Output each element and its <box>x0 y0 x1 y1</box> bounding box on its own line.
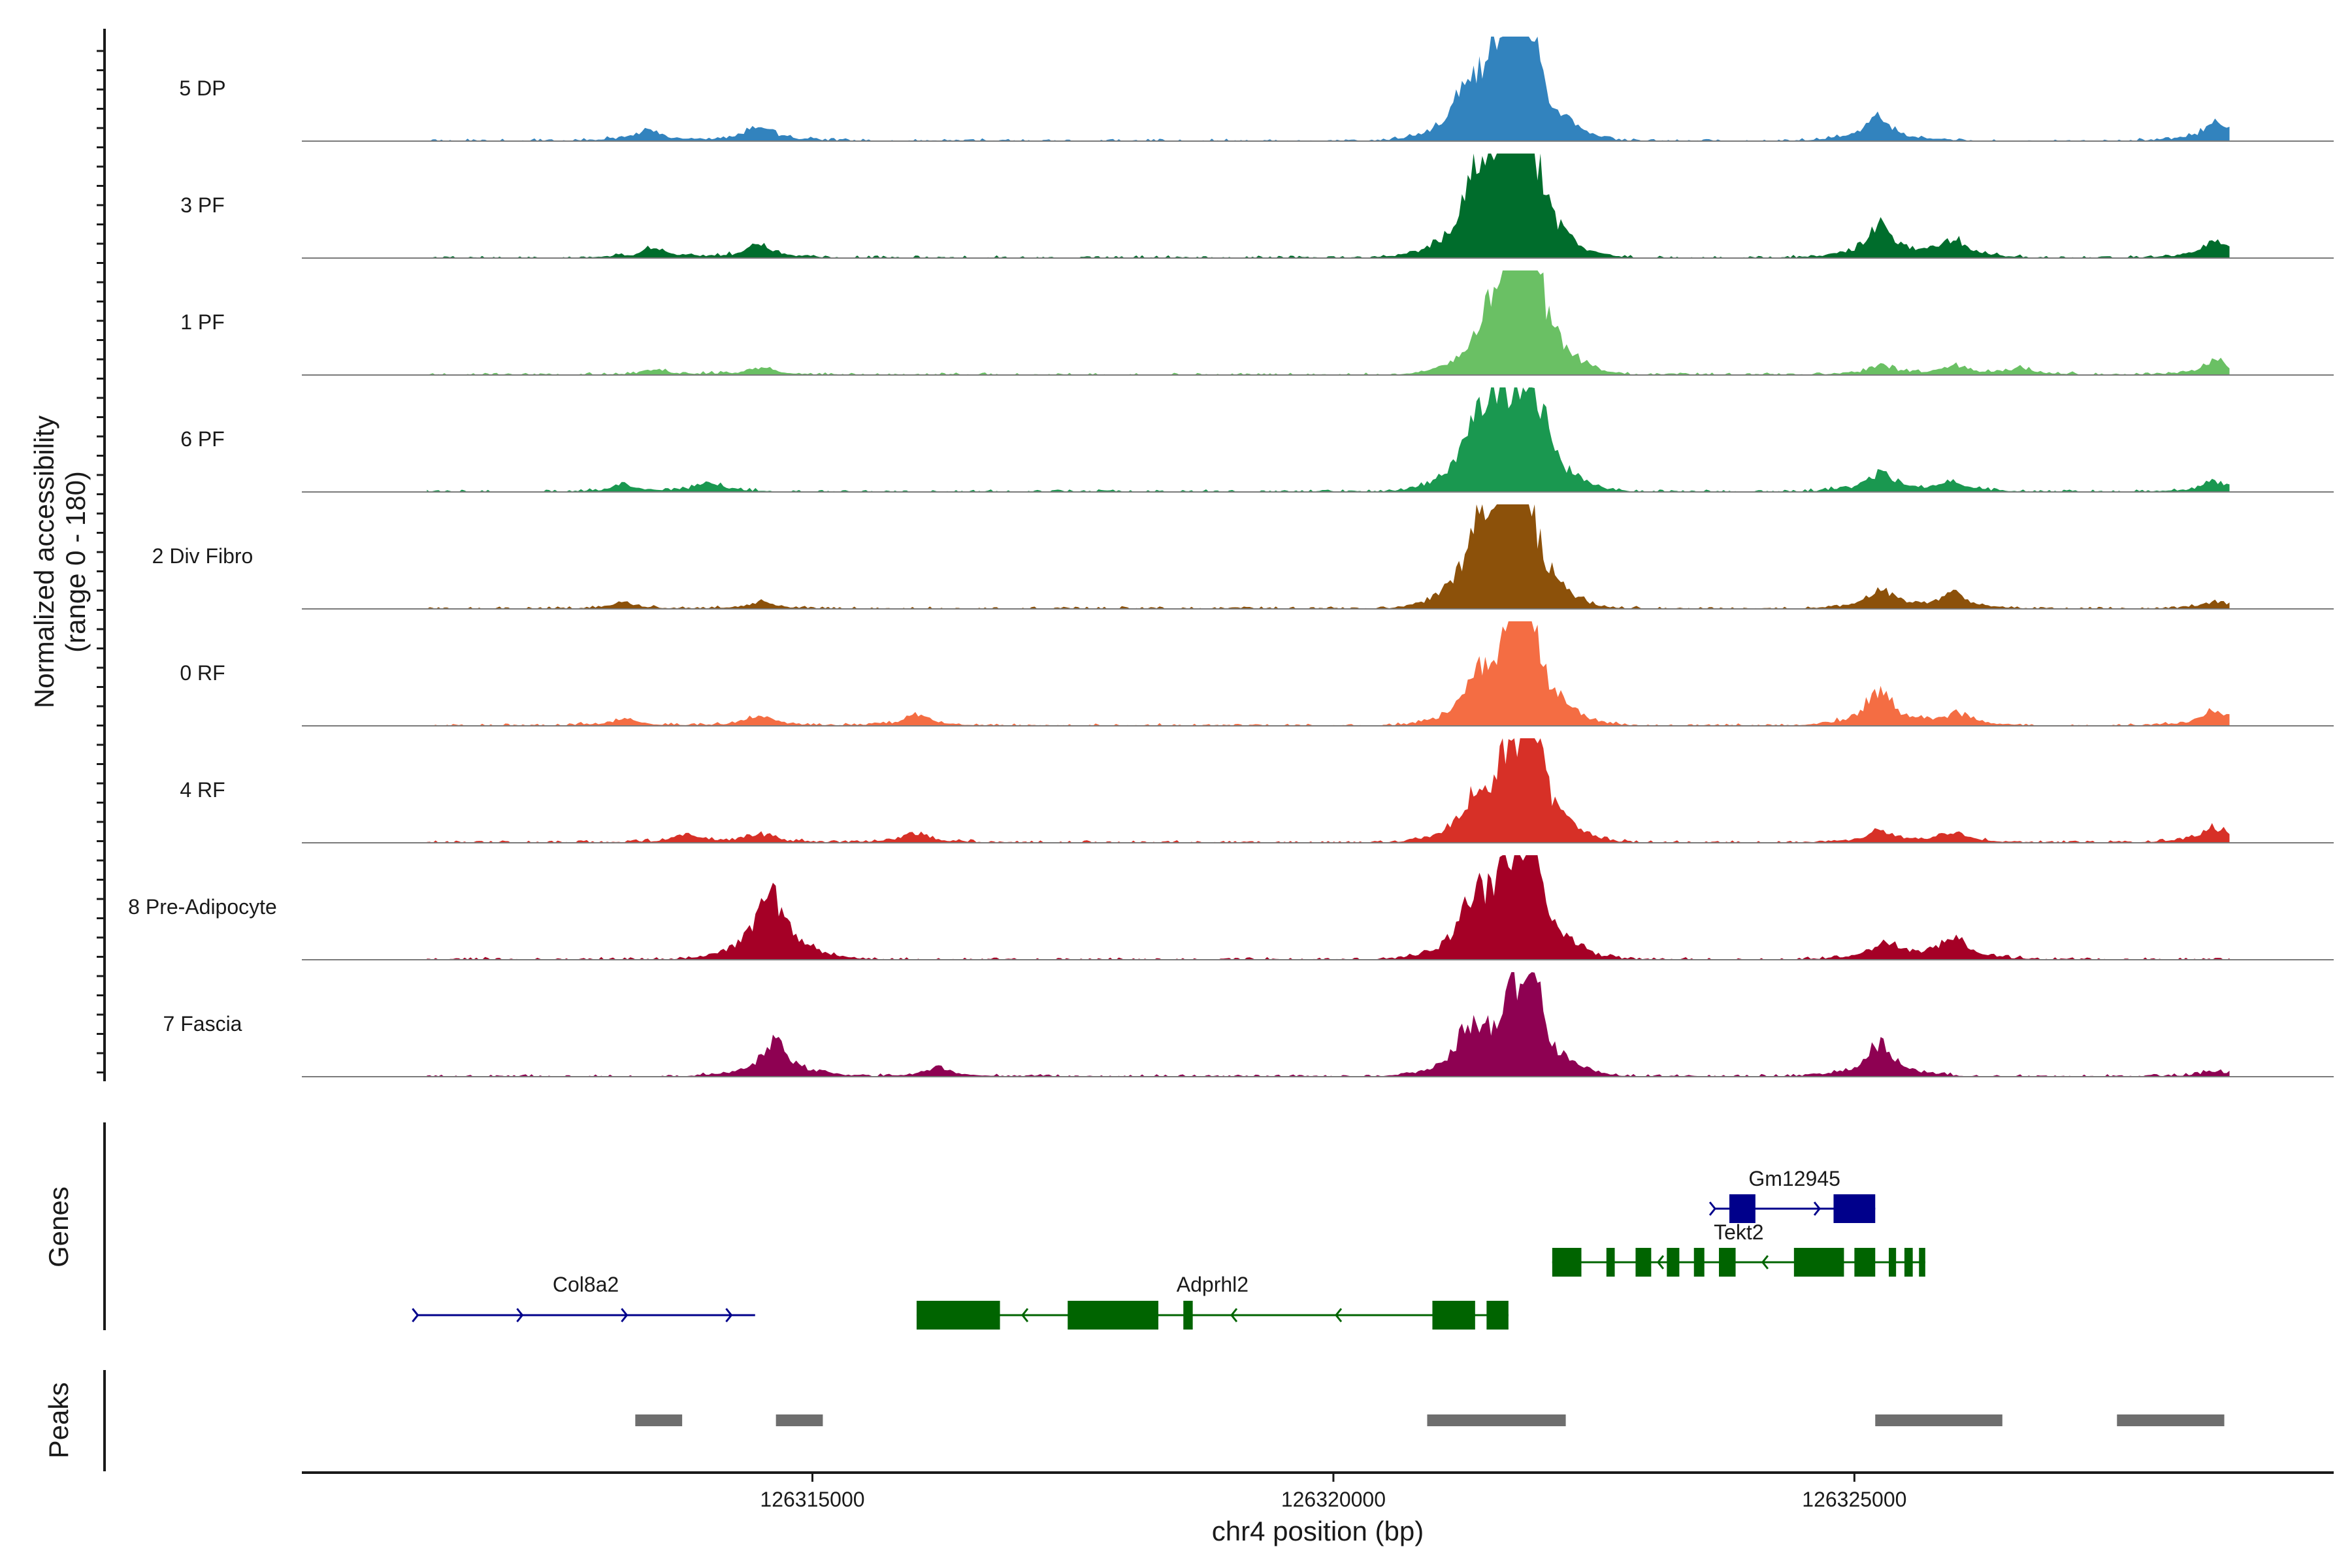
gene-exon <box>1854 1248 1876 1277</box>
track-5-dp: 5 DP <box>179 37 2334 142</box>
coverage-area-3-pf <box>427 154 2230 258</box>
strand-arrow <box>725 1308 733 1322</box>
genes-panel-label: Genes <box>43 1186 74 1267</box>
coverage-tracks: 5 DP 3 PF 1 PF 6 PF 2 Div Fibro 0 RF 4 RF 8 Pre… <box>128 37 2334 1077</box>
peak-regions <box>635 1414 2225 1426</box>
gene-exon <box>1606 1248 1615 1277</box>
strand-arrow <box>1230 1308 1238 1322</box>
track-0-rf: 0 RF <box>180 621 2334 727</box>
gene-models: Col8a2 Adprhl2 Tekt2 Gm12945 <box>412 1167 1925 1330</box>
track-1-pf: 1 PF <box>180 270 2334 376</box>
coverage-area-2-div-fibro <box>427 504 2230 609</box>
gene-exon <box>1552 1248 1582 1277</box>
coverage-area-4-rf <box>427 738 2230 843</box>
x-tick-label: 126315000 <box>760 1488 864 1511</box>
gene-exon <box>1919 1248 1925 1277</box>
strand-arrow <box>621 1308 629 1322</box>
gene-exon <box>1833 1194 1876 1223</box>
gene-label: Col8a2 <box>553 1273 619 1296</box>
track-8-pre-adipocyte: 8 Pre-Adipocyte <box>128 855 2334 960</box>
peak-region <box>635 1414 683 1426</box>
gene-exon <box>1904 1248 1913 1277</box>
coverage-area-6-pf <box>427 387 2230 492</box>
x-tick-label: 126325000 <box>1802 1488 1906 1511</box>
track-2-div-fibro: 2 Div Fibro <box>152 504 2334 610</box>
coverage-area-5-dp <box>427 37 2230 141</box>
track-label: 2 Div Fibro <box>152 544 253 568</box>
accessibility-axis-ticks <box>97 50 105 1073</box>
peaks-panel: Peaks <box>43 1370 2225 1471</box>
strand-arrow <box>1761 1255 1769 1269</box>
track-label: 8 Pre-Adipocyte <box>128 895 277 919</box>
gene-exon <box>1793 1248 1844 1277</box>
strand-arrow <box>1813 1201 1821 1216</box>
gene-label: Gm12945 <box>1748 1167 1840 1190</box>
track-label: 0 RF <box>180 661 225 685</box>
x-axis-ticks: 126315000 126320000 126325000 <box>760 1473 1906 1511</box>
track-label: 3 PF <box>180 193 225 217</box>
coverage-area-8-pre-adipocyte <box>427 855 2230 960</box>
x-axis: 126315000 126320000 126325000 chr4 positio… <box>302 1471 2334 1546</box>
peak-region <box>776 1414 823 1426</box>
gene-col8a2: Col8a2 <box>412 1273 755 1322</box>
gene-exon <box>916 1301 1000 1330</box>
x-axis-title: chr4 position (bp) <box>1212 1516 1424 1546</box>
track-label: 4 RF <box>180 778 225 802</box>
strand-arrow <box>1708 1201 1716 1216</box>
strand-arrow <box>1021 1308 1029 1322</box>
gene-exon <box>1729 1194 1756 1223</box>
accessibility-axis-title-line1: Normalized accessibility <box>29 416 59 708</box>
coverage-area-0-rf <box>427 621 2230 726</box>
track-label: 5 DP <box>179 76 225 100</box>
gene-gm12945: Gm12945 <box>1708 1167 1876 1223</box>
x-tick-label: 126320000 <box>1281 1488 1386 1511</box>
gene-exon <box>1719 1248 1736 1277</box>
accessibility-axis-title-line2: (range 0 - 180) <box>60 471 91 653</box>
track-3-pf: 3 PF <box>180 154 2334 259</box>
gene-label: Adprhl2 <box>1177 1273 1249 1296</box>
gene-exon <box>1888 1248 1897 1277</box>
strand-arrow <box>1656 1255 1665 1269</box>
track-label: 7 Fascia <box>163 1012 242 1036</box>
gene-exon <box>1486 1301 1509 1330</box>
accessibility-axis: Normalized accessibility (range 0 - 180) <box>29 29 106 1081</box>
track-4-rf: 4 RF <box>180 738 2334 843</box>
gene-exon <box>1667 1248 1680 1277</box>
coverage-area-1-pf <box>427 270 2230 375</box>
peaks-panel-label: Peaks <box>43 1382 74 1459</box>
gene-exon <box>1183 1301 1193 1330</box>
coverage-area-7-fascia <box>427 972 2230 1077</box>
gene-exon <box>1068 1301 1158 1330</box>
peak-region <box>1875 1414 2002 1426</box>
track-7-fascia: 7 Fascia <box>163 972 2334 1077</box>
gene-exon <box>1693 1248 1705 1277</box>
gene-exon <box>1635 1248 1652 1277</box>
genes-panel: Genes Col8a2 Adprhl2 Tekt2 Gm12945 <box>43 1122 1925 1330</box>
peak-region <box>2117 1414 2225 1426</box>
gene-adprhl2: Adprhl2 <box>916 1273 1509 1330</box>
gene-exon <box>1432 1301 1475 1330</box>
strand-arrow <box>516 1308 524 1322</box>
gene-tekt2: Tekt2 <box>1552 1220 1925 1277</box>
track-label: 6 PF <box>180 427 225 451</box>
track-label: 1 PF <box>180 310 225 334</box>
peak-region <box>1427 1414 1566 1426</box>
strand-arrow <box>412 1308 419 1322</box>
strand-arrow <box>1335 1308 1343 1322</box>
gene-label: Tekt2 <box>1714 1220 1763 1244</box>
track-6-pf: 6 PF <box>180 387 2334 493</box>
